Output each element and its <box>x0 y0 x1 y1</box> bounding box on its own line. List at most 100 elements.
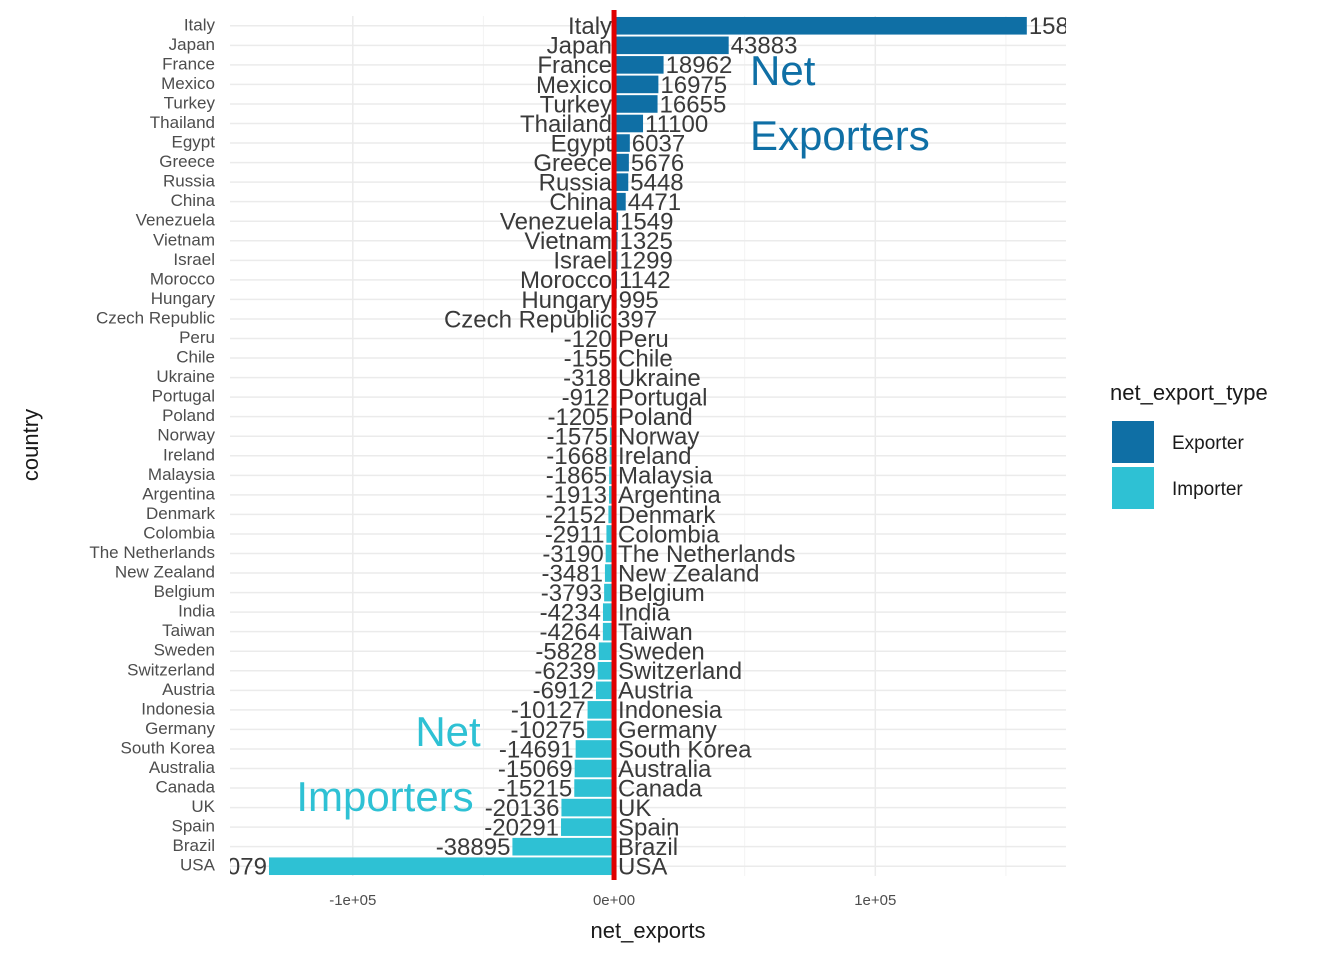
value-label: 1142 <box>619 267 671 294</box>
y-tick-label: UK <box>191 797 215 816</box>
value-label: 5448 <box>630 169 683 196</box>
country-label: Ukraine <box>618 365 701 392</box>
value-label: -10275 <box>510 717 585 744</box>
bar <box>614 36 729 55</box>
value-label: 397 <box>617 306 657 333</box>
y-tick-label: Colombia <box>143 523 215 542</box>
value-label: 4471 <box>628 189 681 216</box>
value-label: -2152 <box>545 502 606 529</box>
y-tick-label: Chile <box>176 348 215 367</box>
value-label: 16655 <box>660 91 727 118</box>
bar <box>575 740 615 758</box>
value-label: -20291 <box>484 814 559 841</box>
y-tick-label: Ukraine <box>156 367 215 386</box>
value-label: -1205 <box>547 404 608 431</box>
country-label: Morocco <box>520 267 612 294</box>
bar <box>614 56 664 74</box>
country-label: Italy <box>568 13 612 40</box>
value-label: -1668 <box>546 443 607 470</box>
y-tick-label: Belgium <box>154 582 215 601</box>
y-tick-label: Morocco <box>150 269 215 288</box>
country-label: UK <box>618 795 651 822</box>
x-tick-label: 0e+00 <box>593 892 635 909</box>
value-label: -3190 <box>542 541 603 568</box>
country-label: Thailand <box>520 111 612 138</box>
y-axis-title: country <box>18 409 43 481</box>
y-tick-label: Italy <box>184 15 216 34</box>
grid <box>230 16 1066 876</box>
y-tick-label: Indonesia <box>141 699 215 718</box>
bar <box>608 505 615 524</box>
value-label: 6037 <box>632 130 685 157</box>
y-tick-label: Spain <box>172 817 215 836</box>
y-tick-label: Germany <box>145 719 215 738</box>
y-tick-label: Argentina <box>142 484 215 503</box>
country-label: Peru <box>618 326 669 353</box>
y-tick-label: South Korea <box>120 738 215 757</box>
bar <box>598 642 615 661</box>
value-label: -5828 <box>535 639 596 666</box>
value-label: 16975 <box>660 72 727 99</box>
y-tick-label: Hungary <box>151 289 216 308</box>
country-label: South Korea <box>618 736 752 763</box>
country-label: New Zealand <box>618 560 759 587</box>
y-tick-label: Canada <box>155 778 215 797</box>
bar <box>602 603 615 621</box>
value-label: -1575 <box>547 424 608 451</box>
value-label: -120 <box>564 326 612 353</box>
y-tick-label: Malaysia <box>148 465 216 484</box>
country-label: Japan <box>547 33 612 60</box>
country-label: Vietnam <box>524 228 612 255</box>
country-label: Venezuela <box>500 209 613 236</box>
country-label: Argentina <box>618 482 721 509</box>
bar <box>614 95 658 113</box>
bar <box>614 16 1027 35</box>
value-label: -38895 <box>436 834 511 861</box>
bar <box>614 173 629 191</box>
y-tick-label: India <box>178 602 215 621</box>
value-label: -1865 <box>546 463 607 490</box>
country-label: Canada <box>618 775 703 802</box>
value-label: 995 <box>619 287 659 314</box>
value-label: -318 <box>563 365 611 392</box>
country-label: Israel <box>553 248 612 275</box>
bar <box>604 583 615 602</box>
y-tick-label: Poland <box>162 406 215 425</box>
country-label: Chile <box>618 345 673 372</box>
country-label: France <box>537 52 612 79</box>
value-label: -4264 <box>540 619 601 646</box>
value-label: 1325 <box>619 228 672 255</box>
y-tick-label: Vietnam <box>153 230 215 249</box>
value-label: 11100 <box>645 111 708 138</box>
legend-label: Exporter <box>1172 433 1244 454</box>
bar <box>587 701 615 719</box>
bar <box>574 779 615 797</box>
country-label: India <box>618 599 671 626</box>
country-label: Russia <box>539 169 613 196</box>
value-label: 1299 <box>619 248 672 275</box>
legend-label: Importer <box>1172 479 1243 500</box>
bar <box>268 857 615 876</box>
country-label: Norway <box>618 424 699 451</box>
country-label: The Netherlands <box>618 541 795 568</box>
country-label: Brazil <box>618 834 678 861</box>
plot-panel: 158000 Italy 43883 Japan 18962 France 16975 Mex… <box>230 10 1066 880</box>
y-tick-label: China <box>171 191 216 210</box>
annotation: Net <box>415 708 481 755</box>
bar <box>605 544 615 563</box>
country-label: Portugal <box>618 384 707 411</box>
y-tick-label: Thailand <box>150 113 215 132</box>
bar <box>614 153 629 172</box>
y-tick-label: Israel <box>173 250 215 269</box>
bar <box>614 75 659 94</box>
country-label: Belgium <box>618 580 705 607</box>
country-label: Turkey <box>540 91 612 118</box>
bar <box>597 661 615 680</box>
y-tick-label: USA <box>180 856 216 875</box>
y-tick-label: Mexico <box>161 74 215 93</box>
country-label: China <box>549 189 612 216</box>
value-label: -15215 <box>498 775 573 802</box>
annotation: Net <box>750 47 816 94</box>
country-label: Denmark <box>618 502 716 529</box>
bar <box>574 759 615 778</box>
